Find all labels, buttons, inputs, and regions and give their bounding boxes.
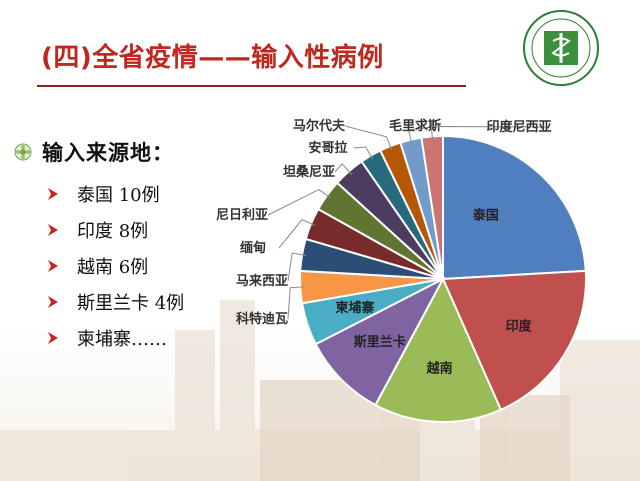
list-item: 越南 6例 — [46, 248, 184, 284]
list-item-label: 泰国 10例 — [77, 185, 160, 206]
list-item: 泰国 10例 — [46, 176, 184, 212]
pie-slice-label: 柬埔寨 — [335, 300, 374, 316]
pie-slice — [441, 269, 587, 412]
pie-slice-label: 印度 — [506, 318, 533, 334]
hospital-logo — [523, 10, 599, 86]
source-list: 泰国 10例 印度 8例 越南 6例 斯里兰卡 4例 柬埔寨…… — [46, 176, 184, 356]
leader-line — [430, 125, 546, 141]
list-item-label: 柬埔寨…… — [77, 329, 167, 350]
leader-line — [267, 188, 331, 216]
arrow-right-icon — [48, 188, 58, 200]
leader-line — [344, 125, 393, 151]
list-item-label: 越南 6例 — [77, 257, 149, 278]
source-heading: 输入来源地： — [14, 137, 174, 167]
arrow-right-icon — [48, 332, 58, 344]
pie-slice — [442, 134, 587, 281]
leader-line — [334, 163, 353, 175]
pie-slice-label: 尼日利亚 — [216, 207, 268, 223]
list-item: 印度 8例 — [46, 212, 184, 248]
title-underline — [37, 85, 466, 87]
source-heading-text: 输入来源地： — [42, 141, 174, 165]
leader-line — [278, 219, 316, 249]
leader-line — [287, 286, 305, 320]
arrow-right-icon — [48, 296, 58, 308]
pie-slice-label: 马来西亚 — [236, 273, 288, 289]
pie-slice-label: 斯里兰卡 — [354, 334, 406, 350]
leader-line — [407, 125, 442, 144]
pie-slice-label: 泰国 — [472, 208, 499, 224]
pie-slice-label: 安哥拉 — [308, 140, 347, 156]
pie-slice-label: 马尔代夫 — [293, 118, 346, 134]
pie-slice-label: 毛里求斯 — [389, 118, 441, 134]
pie-slice-label: 缅甸 — [240, 240, 266, 256]
pie-slice — [374, 276, 503, 423]
slide-title: (四)全省疫情——输入性病例 — [41, 43, 384, 73]
pie-slice-label: 印度尼西亚 — [486, 119, 551, 135]
pie-slice-label: 坦桑尼亚 — [283, 164, 335, 180]
list-item: 斯里兰卡 4例 — [46, 284, 184, 320]
list-item-label: 印度 8例 — [77, 221, 149, 242]
list-item: 柬埔寨…… — [46, 320, 184, 356]
arrow-right-icon — [48, 260, 58, 272]
pie-slice-label: 越南 — [426, 361, 453, 377]
leader-line — [353, 146, 374, 160]
arrow-right-icon — [48, 224, 58, 236]
pie-slice-label: 科特迪瓦 — [236, 311, 288, 327]
leader-line — [287, 252, 307, 282]
flower-bullet-icon — [14, 143, 32, 161]
list-item-label: 斯里兰卡 4例 — [77, 293, 185, 314]
pie-slice — [314, 276, 446, 407]
